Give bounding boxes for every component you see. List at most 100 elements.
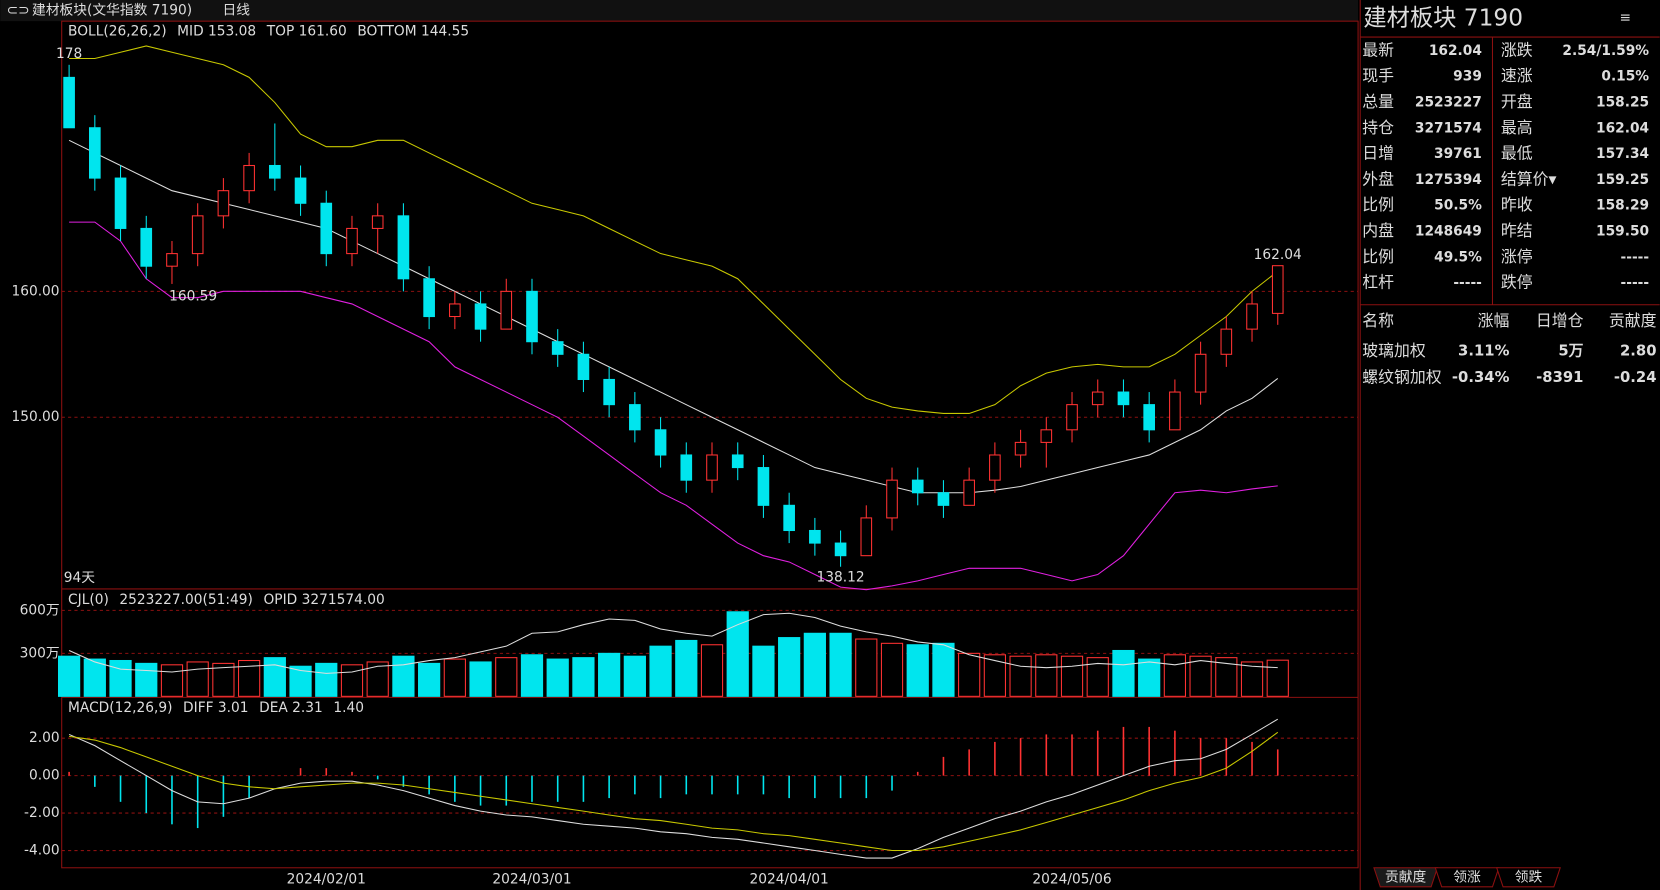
candle-body [963, 479, 975, 506]
tab-label: 领跌 [1515, 869, 1543, 885]
volume-bar [649, 645, 672, 697]
indicator-label: DEA 2.31 [259, 700, 323, 716]
indicator-label: BOTTOM 144.55 [357, 24, 469, 40]
volume-bar [726, 611, 749, 697]
quote-label: 最低 [1501, 144, 1533, 163]
table-cell: -8391 [1536, 369, 1583, 386]
candle-body [371, 215, 384, 229]
menu-icon[interactable]: ≡ [1619, 10, 1631, 26]
toolbar-icon[interactable]: ⊂⊃ [7, 3, 30, 19]
macd-line [68, 718, 1279, 859]
volume-bar [958, 652, 981, 697]
volume-bar [160, 664, 184, 697]
tab-shape [1373, 867, 1439, 888]
y-tick-label: -2.00 [24, 805, 60, 821]
volume-bar [109, 659, 132, 697]
volume-bar [752, 645, 775, 697]
quote-value: ----- [1453, 275, 1482, 291]
quote-label: 跌停 [1501, 273, 1533, 292]
toolbar [0, 0, 1359, 22]
volume-bar [803, 632, 826, 697]
period-label: 94天 [64, 570, 95, 586]
volume-bar [263, 657, 286, 697]
volume-bar [546, 658, 569, 697]
quote-value: ----- [1621, 249, 1650, 265]
candle-body [423, 278, 435, 318]
candle-body [809, 529, 821, 544]
quote-panel: 最新 162.04 现手 939 总量 2523227 持仓 3271574 日增 39761 外盘… [1362, 40, 1657, 888]
volume-bar [1215, 657, 1238, 697]
quote-label: 外盘 [1362, 169, 1394, 188]
volume-bar [495, 657, 518, 697]
volume-bar [238, 659, 261, 697]
quote-label: 昨收 [1501, 195, 1533, 214]
quote-label: 昨结 [1501, 221, 1533, 240]
volume-bar [829, 632, 852, 697]
candle-body [1066, 404, 1078, 431]
volume-bar [289, 665, 312, 697]
tab[interactable]: 领涨 [1434, 867, 1500, 888]
quote-value: 158.29 [1596, 198, 1649, 214]
volume-bar [1009, 655, 1032, 697]
candle-body [860, 517, 873, 557]
candle-body [603, 378, 615, 406]
quote-value: 162.04 [1596, 120, 1649, 136]
volume-bar [932, 642, 955, 697]
quote-label: 内盘 [1362, 221, 1394, 240]
indicator-label: BOLL(26,26,2) [68, 24, 167, 40]
candle-body [526, 290, 538, 343]
candle-body [294, 177, 307, 204]
x-tick-label: 2024/02/01 [287, 871, 366, 887]
quote-value: 159.50 [1596, 224, 1649, 240]
volume-bar [83, 658, 106, 697]
quote-value: 2.54/1.59% [1562, 43, 1649, 59]
quote-label: 开盘 [1501, 92, 1533, 111]
quote-value: 39761 [1434, 146, 1482, 162]
candle-body [140, 227, 153, 267]
candle-body [1091, 391, 1104, 406]
volume-bar [1060, 655, 1084, 697]
volume-bar [675, 639, 698, 697]
candle-body [629, 404, 641, 431]
volume-bar [700, 644, 724, 697]
period-selector[interactable]: 日线 [223, 3, 251, 19]
volume-bar [1112, 649, 1135, 697]
candle-body [217, 190, 230, 217]
candle-body [911, 479, 924, 494]
x-tick-label: 2024/03/01 [492, 871, 571, 887]
candle-body [1246, 303, 1258, 330]
candle-body [1040, 429, 1053, 443]
quote-label: 总量 [1362, 92, 1394, 111]
candle-body [577, 353, 590, 380]
volume-bar [906, 644, 929, 697]
quote-value: 3271574 [1415, 120, 1482, 136]
open-interest-line [68, 612, 1278, 674]
tab[interactable]: 领跌 [1495, 867, 1561, 888]
candle-body [114, 177, 127, 229]
candle-body [500, 290, 513, 330]
boll-line [68, 139, 1279, 494]
table-header: 贡献度 [1609, 311, 1657, 330]
table-cell: 3.11% [1458, 342, 1510, 359]
volume-bar [880, 642, 904, 697]
tab-shape [1434, 867, 1500, 888]
table-header: 涨幅 [1478, 311, 1510, 330]
table-cell: 2.80 [1620, 342, 1657, 359]
y-tick-label: -4.00 [24, 843, 60, 859]
quote-label: 结算价▾ [1501, 169, 1557, 188]
quote-title: 建材板块 7190 [1363, 5, 1523, 32]
volume-bar [520, 654, 544, 697]
candle-body [937, 492, 950, 506]
candle-body [989, 454, 1001, 481]
volume-bar [57, 655, 81, 697]
volume-bar [212, 662, 235, 697]
x-tick-label: 2024/04/01 [750, 871, 829, 887]
volume-bar [1035, 654, 1058, 697]
candle-body [886, 479, 898, 519]
volume-bar [315, 662, 338, 697]
tab[interactable]: 贡献度 [1373, 867, 1439, 888]
candle-body [731, 454, 744, 469]
candle-body [1271, 265, 1284, 314]
